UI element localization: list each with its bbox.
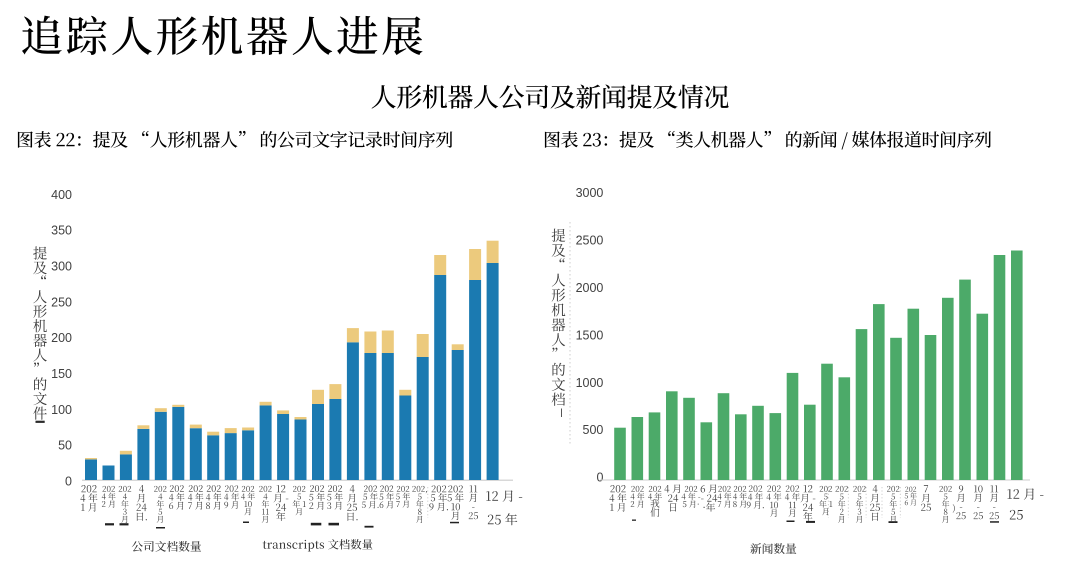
- svg-text:0: 0: [65, 475, 72, 489]
- svg-text:3000: 3000: [576, 186, 604, 200]
- svg-text:200: 200: [51, 331, 72, 345]
- svg-text:250: 250: [51, 295, 72, 309]
- svg-text:50: 50: [58, 439, 72, 453]
- svg-text:1000: 1000: [576, 376, 604, 390]
- svg-text:150: 150: [51, 367, 72, 381]
- svg-text:2000: 2000: [576, 281, 604, 295]
- svg-text:2500: 2500: [576, 234, 604, 248]
- svg-text:350: 350: [51, 224, 72, 238]
- svg-text:0: 0: [596, 471, 603, 485]
- svg-text:400: 400: [51, 188, 72, 202]
- svg-text:500: 500: [583, 423, 604, 437]
- svg-text:1500: 1500: [576, 328, 604, 342]
- svg-text:300: 300: [51, 260, 72, 274]
- svg-text:100: 100: [51, 403, 72, 417]
